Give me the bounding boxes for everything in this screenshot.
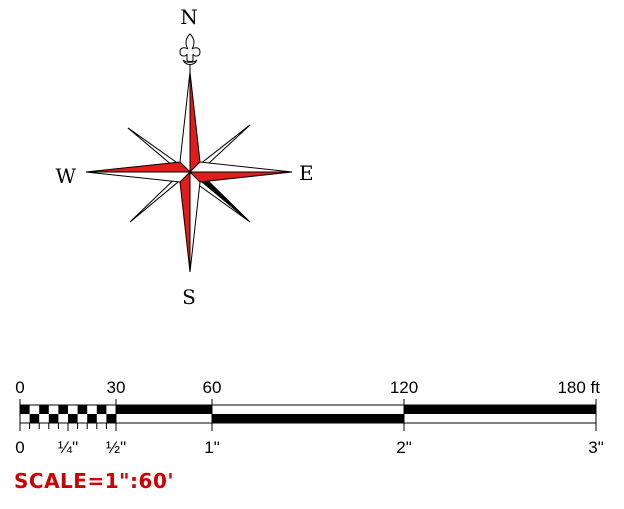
fleur-de-lis-icon (179, 33, 201, 72)
scale-bar-inch-label: 0 (15, 438, 24, 457)
scale-bar-segment (212, 414, 404, 423)
west-needle (85, 171, 192, 183)
east-needle (188, 161, 293, 173)
scale-bar-feet-label: 0 (15, 378, 24, 397)
scale-bar-subdivision (96, 405, 107, 414)
north-needle (179, 71, 191, 174)
scale-bar-inch-label: 3" (588, 438, 604, 457)
scale-bar-subdivision (20, 405, 30, 414)
scale-bar-inch-label: ½" (106, 438, 126, 457)
south-needle (189, 170, 201, 273)
scale-bar-subdivision (29, 414, 40, 423)
scale-bar-subdivision (48, 414, 59, 423)
scale-bar-inch-label: 1" (204, 438, 220, 457)
scale-bar-subdivision (39, 405, 49, 414)
scale-bar-inch-label: 2" (396, 438, 412, 457)
compass-label-south: S (182, 285, 196, 309)
scale-bar-subdivision (58, 405, 68, 414)
scale-note: SCALE=1":60' (14, 469, 175, 493)
scale-bar-feet-label: 30 (107, 378, 126, 397)
scale-bar-subdivision (87, 414, 97, 423)
scale-bar-segment (116, 405, 212, 414)
compass-label-west: W (55, 164, 76, 188)
scale-bar: 0 30 60 120 180 ft 0 ¼" ½" 1" 2" 3" (15, 378, 603, 457)
compass-rose: N S E W (55, 5, 313, 309)
scale-bar-subdivision (106, 414, 116, 423)
scale-bar-subdivision (68, 414, 78, 423)
compass-label-north: N (180, 5, 198, 29)
scale-bar-feet-label: 120 (390, 378, 418, 397)
scale-bar-inch-label: ¼" (58, 438, 78, 457)
scale-bar-segment (404, 405, 596, 414)
scale-bar-feet-label: 180 ft (557, 378, 600, 397)
compass-cardinal-points (85, 71, 293, 273)
scale-bar-feet-label: 60 (203, 378, 222, 397)
scale-bar-subdivision (77, 405, 88, 414)
compass-label-east: E (299, 161, 314, 185)
